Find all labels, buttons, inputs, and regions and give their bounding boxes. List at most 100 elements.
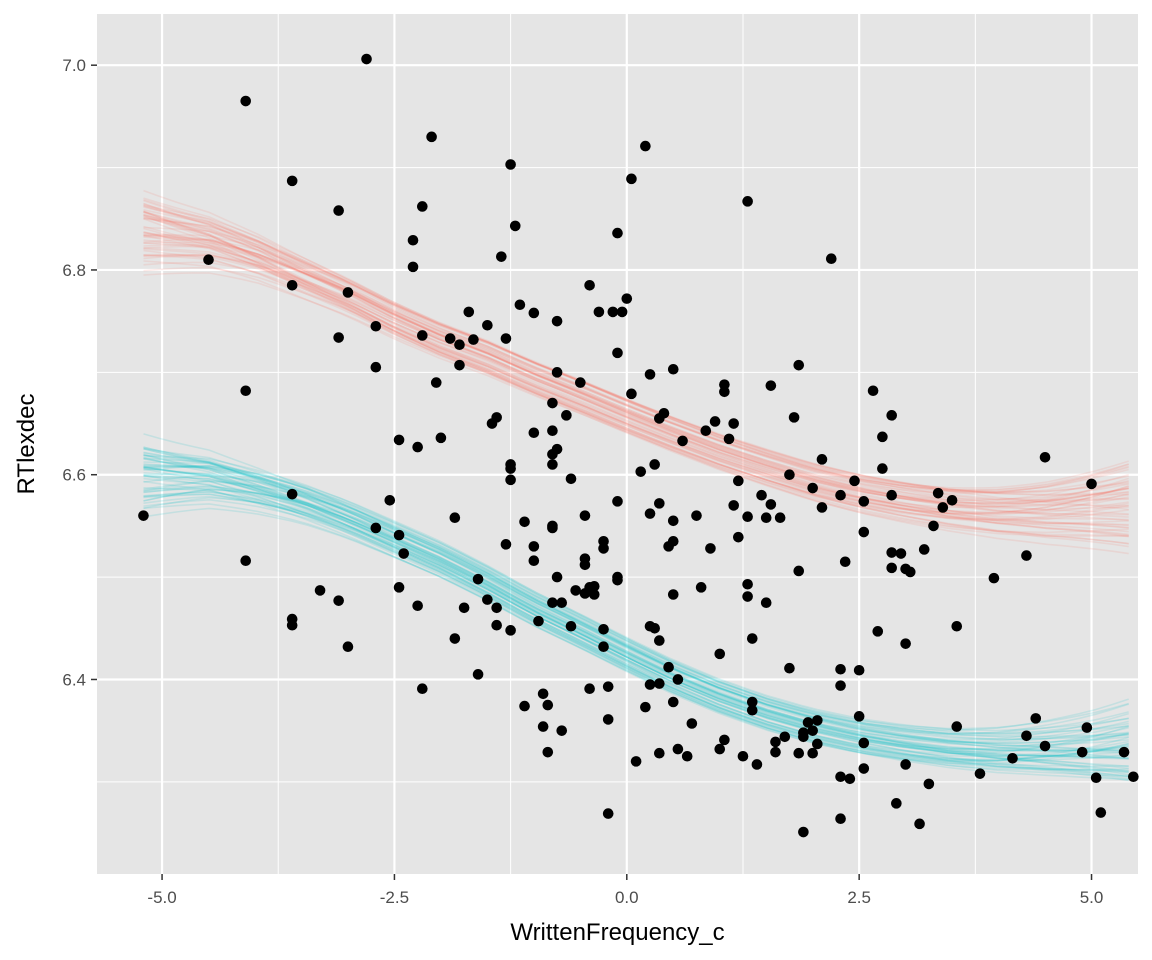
- data-point: [547, 459, 558, 470]
- data-point: [1081, 722, 1093, 733]
- data-point: [588, 589, 600, 600]
- fitted-curve-draw: [143, 198, 1129, 522]
- data-point: [877, 431, 888, 443]
- data-point: [588, 581, 600, 592]
- x-tick-label: -2.5: [380, 888, 409, 907]
- fitted-curve-draw: [143, 209, 1129, 496]
- data-point: [426, 131, 437, 143]
- fitted-curve-draw: [143, 253, 1129, 504]
- data-point: [454, 339, 465, 350]
- fitted-curve-draw: [143, 488, 1129, 735]
- fitted-curve-draw: [143, 199, 1129, 529]
- data-point: [974, 768, 986, 779]
- data-point: [835, 813, 846, 825]
- data-point: [807, 747, 818, 759]
- data-point: [584, 280, 595, 291]
- data-point: [853, 711, 865, 722]
- data-point: [505, 474, 516, 486]
- fitted-curve-draw: [143, 217, 1129, 493]
- data-point: [886, 562, 897, 574]
- y-tick-label: 6.8: [62, 261, 86, 280]
- fitted-curve-draw: [143, 197, 1129, 515]
- fitted-curve-draw: [143, 254, 1129, 495]
- data-point: [556, 725, 568, 736]
- fitted-curve-draw: [143, 202, 1129, 533]
- fitted-curve-draw: [143, 231, 1129, 525]
- fitted-curve-draw: [143, 205, 1129, 518]
- data-point: [333, 205, 344, 216]
- fitted-curve-draw: [143, 266, 1129, 509]
- data-point: [937, 502, 949, 513]
- data-point: [807, 725, 818, 736]
- data-point: [932, 487, 944, 499]
- grid-major: [97, 14, 1138, 874]
- fitted-curve-draw: [143, 233, 1129, 503]
- data-point: [551, 571, 563, 583]
- data-point: [579, 510, 591, 521]
- data-point: [370, 522, 382, 534]
- fitted-curve-draw: [143, 498, 1129, 765]
- data-point: [858, 496, 870, 507]
- plot-panel: [97, 14, 1138, 874]
- data-point: [900, 638, 911, 649]
- data-point: [598, 641, 609, 653]
- fitted-curve-draw: [143, 213, 1129, 537]
- fitted-curve-draw: [143, 211, 1129, 527]
- fitted-curve-draw: [143, 474, 1129, 774]
- data-point: [746, 633, 758, 644]
- fitted-curve-draw: [143, 465, 1129, 736]
- data-point: [602, 808, 614, 819]
- data-point: [895, 548, 907, 559]
- fitted-curve-draw: [143, 485, 1129, 743]
- data-point: [719, 379, 730, 390]
- fitted-curve-draw: [143, 236, 1129, 505]
- fitted-curve-draw: [143, 454, 1129, 741]
- data-point: [533, 615, 544, 627]
- fitted-curve-draw: [143, 479, 1129, 730]
- data-point: [844, 773, 856, 785]
- data-point: [138, 510, 149, 521]
- data-point: [654, 747, 665, 759]
- fitted-curve-draw: [143, 203, 1129, 536]
- data-point: [784, 469, 795, 481]
- x-tick-label: -5.0: [147, 888, 176, 907]
- data-point: [412, 441, 423, 453]
- data-point: [765, 380, 777, 391]
- fitted-curve-draw: [143, 488, 1129, 731]
- data-point: [644, 679, 656, 690]
- data-point: [719, 734, 730, 746]
- fitted-curve-draw: [143, 503, 1129, 762]
- data-point: [686, 718, 698, 729]
- data-point: [528, 307, 540, 319]
- data-point: [1021, 730, 1032, 742]
- data-point: [1090, 772, 1102, 784]
- data-point: [798, 731, 809, 743]
- data-point: [626, 173, 637, 185]
- fitted-curve-draw: [143, 493, 1129, 761]
- fitted-curve-draw: [143, 448, 1129, 770]
- data-point: [509, 220, 521, 232]
- data-point: [793, 565, 805, 577]
- data-point: [765, 499, 777, 510]
- data-point: [849, 475, 860, 487]
- data-point: [584, 683, 595, 694]
- fitted-curve-draw: [143, 467, 1129, 768]
- fitted-curve-draw: [143, 218, 1129, 545]
- data-point: [463, 306, 475, 318]
- data-point: [825, 253, 837, 264]
- data-point: [454, 359, 465, 371]
- data-point: [891, 798, 902, 809]
- x-tick-label: 2.5: [847, 888, 871, 907]
- y-tick-label: 6.6: [62, 466, 86, 485]
- data-point: [491, 412, 502, 423]
- data-point: [412, 600, 423, 612]
- fitted-curve-draw: [143, 456, 1129, 782]
- data-point: [714, 648, 726, 660]
- data-point: [203, 254, 214, 266]
- fitted-curve-draw: [143, 465, 1129, 781]
- data-point: [779, 731, 791, 743]
- data-point: [737, 750, 749, 762]
- fitted-curve-draw: [143, 447, 1129, 774]
- fitted-curve-draw: [143, 231, 1129, 537]
- data-point: [565, 473, 577, 485]
